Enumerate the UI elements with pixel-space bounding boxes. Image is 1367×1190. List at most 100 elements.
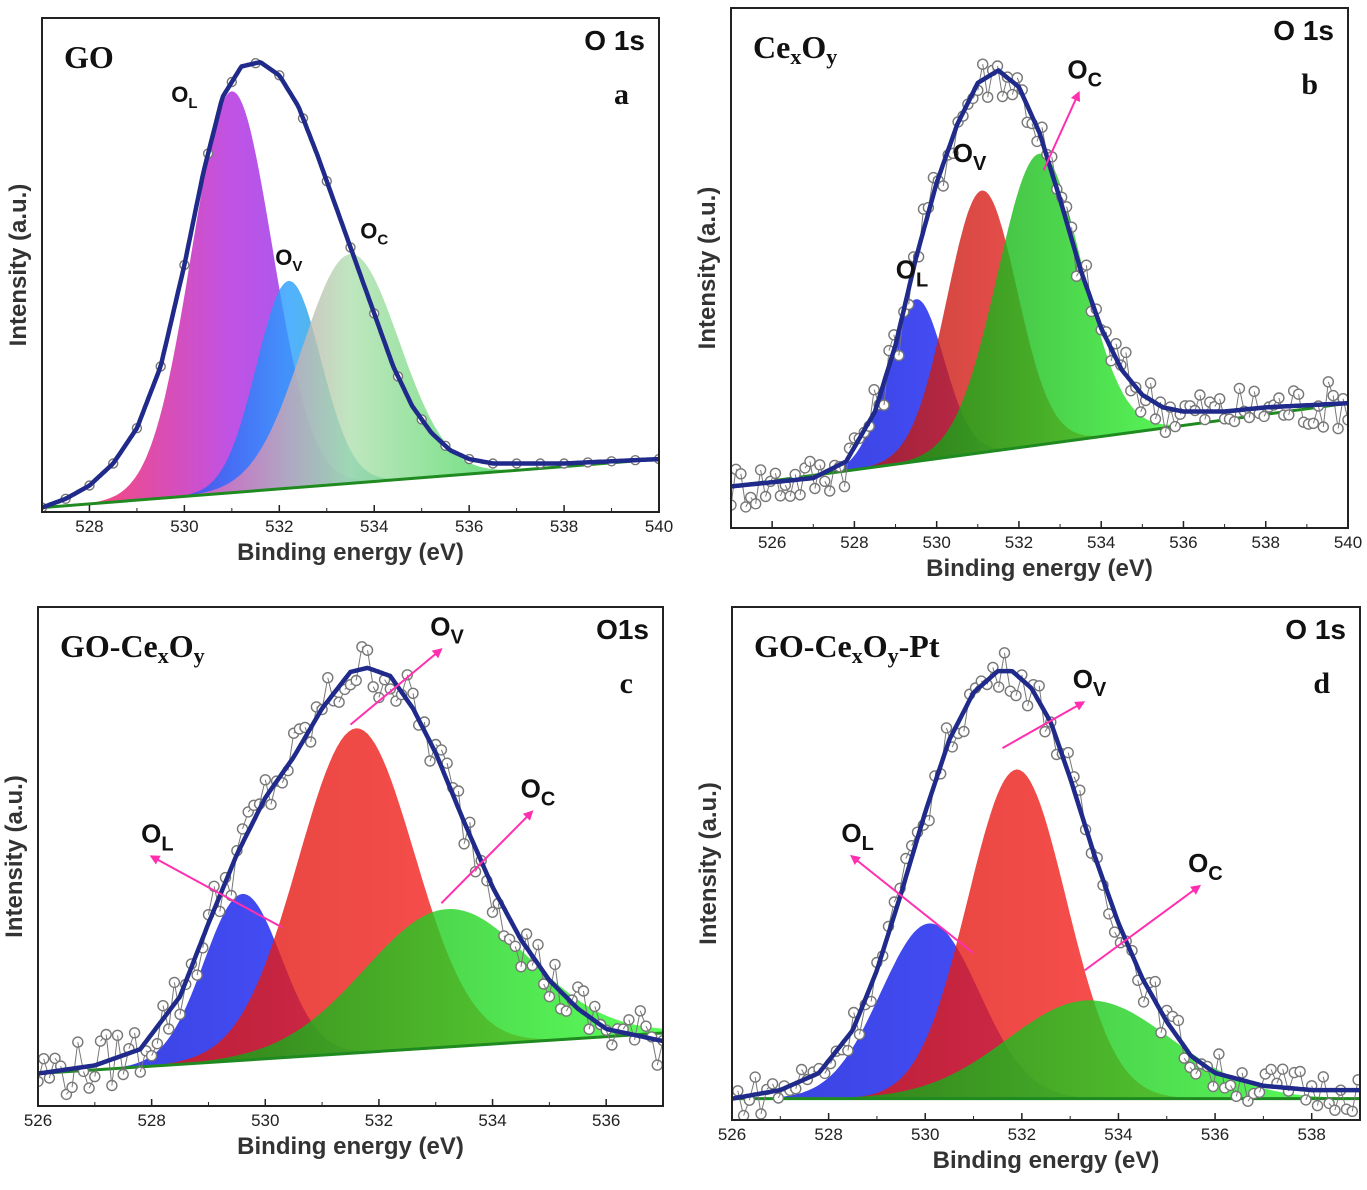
data-point: [755, 1108, 767, 1120]
data-point: [772, 1092, 785, 1104]
title-part: O: [169, 628, 194, 664]
title-part: -Pt: [899, 628, 940, 664]
peak-OL-label: OL: [896, 254, 928, 291]
peak-OV-arrow: [1002, 701, 1086, 749]
x-tick-label: 532: [1005, 533, 1033, 552]
x-tick-label: 530: [922, 533, 950, 552]
data-point: [735, 468, 747, 480]
data-point: [958, 725, 970, 738]
data-point: [1342, 414, 1348, 426]
y-axis-label: Intensity (a.u.): [694, 187, 721, 350]
x-tick-label: 526: [718, 1125, 746, 1144]
peak-OV-label: OV: [275, 245, 302, 275]
panel-letter: c: [620, 667, 633, 700]
data-point: [1213, 1048, 1225, 1060]
data-point: [1265, 1063, 1277, 1076]
peak-OL-area: [70, 91, 394, 506]
panel-d: 526 528 530 532 534 536 538 Binding energy (eV)…: [695, 606, 1361, 1174]
peak-OC-label: OC: [521, 774, 556, 811]
x-tick-label: 534: [478, 1111, 506, 1130]
data-point: [134, 1066, 147, 1078]
peak-label-main: O: [1188, 848, 1208, 878]
peak-OC-label: OC: [1188, 848, 1223, 885]
peak-label-main: O: [1073, 664, 1093, 694]
background-line: [42, 457, 659, 510]
plot-frame: [730, 7, 1349, 529]
data-point: [993, 681, 1005, 693]
data-point: [740, 501, 752, 513]
peak-OC-label: OC: [1067, 55, 1102, 92]
data-point: [1283, 409, 1295, 421]
data-point: [469, 866, 482, 878]
data-point: [520, 928, 533, 940]
x-tick-label: 534: [1087, 533, 1115, 552]
x-tick-label: 528: [814, 1125, 842, 1144]
peak-OV-area: [124, 728, 588, 1068]
data-point: [38, 1075, 44, 1088]
data-link: [1218, 1053, 1226, 1088]
data-point: [842, 1044, 854, 1057]
plot-area-b: [731, 58, 1348, 513]
x-tick-label: 526: [758, 533, 786, 552]
peak-label-sub: L: [161, 833, 173, 855]
x-tick-label: 536: [455, 517, 483, 536]
data-link: [1125, 352, 1132, 391]
title-part: Ce: [753, 29, 790, 65]
panel-b: 526 528 530 532 534 536 538 540 Binding energy (…: [694, 7, 1362, 582]
peak-OC-area: [118, 909, 663, 1069]
x-tick-label: 536: [1169, 533, 1197, 552]
data-point: [824, 485, 836, 497]
x-tick-label: 534: [1104, 1125, 1132, 1144]
plot-area-a: [42, 58, 659, 512]
x-tick-label: 526: [24, 1111, 52, 1130]
data-point: [937, 180, 949, 192]
x-axis-label: Binding energy (eV): [926, 555, 1153, 582]
data-point: [333, 696, 345, 708]
title-part: O: [801, 29, 826, 65]
panel-title: GO: [64, 39, 114, 75]
x-tick-label: 538: [1252, 533, 1280, 552]
panel-letter: b: [1301, 68, 1318, 101]
peak-OL-label: OL: [171, 82, 197, 112]
peak-label-sub: V: [292, 258, 302, 275]
x-tick-label: 536: [1201, 1125, 1229, 1144]
peak-OC-area: [157, 254, 544, 499]
peak-OV-area: [842, 190, 1122, 472]
data-point: [749, 1071, 761, 1083]
x-tick-label: 528: [137, 1111, 165, 1130]
y-axis-label: Intensity (a.u.): [1, 775, 28, 938]
peak-OC-arrow: [440, 810, 534, 904]
data-point: [1346, 1105, 1359, 1118]
data-link: [94, 1041, 101, 1077]
peak-label-main: O: [1067, 55, 1087, 85]
title-subscript: x: [158, 643, 169, 668]
plot-frame: [41, 17, 660, 513]
data-point: [1224, 1079, 1237, 1092]
plot-area-c: [38, 641, 663, 1101]
peak-OL-arrow: [149, 855, 283, 929]
data-point: [361, 644, 374, 656]
data-point: [1317, 421, 1330, 433]
x-tick-label: 538: [1298, 1125, 1326, 1144]
data-point: [1190, 1068, 1202, 1080]
data-point: [407, 687, 419, 699]
data-point: [1178, 1052, 1190, 1064]
title-part: GO-Ce: [60, 628, 158, 664]
peak-label-main: O: [141, 818, 161, 848]
panel-title: GO-CexOy: [60, 628, 205, 668]
data-point: [549, 958, 561, 971]
x-tick-label: 540: [645, 517, 673, 536]
peak-label-sub: V: [1093, 679, 1107, 701]
peak-OC-area: [871, 153, 1208, 468]
data-point: [72, 1036, 84, 1048]
x-axis-label: Binding energy (eV): [237, 1133, 464, 1160]
peak-OV-label: OV: [1073, 664, 1107, 701]
panel-c: 526 528 530 532 534 536 Binding energy (eV) Int…: [1, 606, 664, 1160]
data-point: [868, 384, 880, 396]
peak-OL-area: [88, 893, 397, 1071]
peak-OL-arrow: [850, 854, 975, 955]
data-point: [538, 978, 550, 990]
data-point: [1311, 1099, 1324, 1112]
x-tick-label: 532: [265, 517, 293, 536]
